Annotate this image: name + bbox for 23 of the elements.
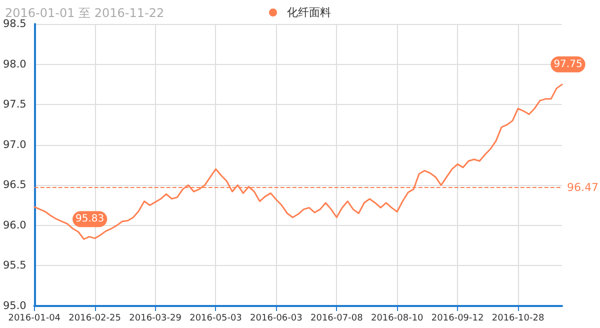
x-tick-label: 2016-06-03: [250, 314, 302, 324]
y-tick-label: 97.5: [2, 98, 26, 111]
x-tick-label: 2016-02-25: [68, 314, 121, 324]
y-tick-label: 98.0: [2, 58, 26, 70]
chart-title: 2016-01-01 至 2016-11-22: [5, 6, 164, 20]
x-tick-label: 2016-08-10: [370, 314, 424, 324]
line-series: [34, 84, 563, 240]
y-tick-label: 98.5: [2, 18, 26, 30]
x-tick-label: 2016-03-29: [129, 314, 182, 324]
y-tick-label: 97.0: [2, 138, 26, 151]
data-label: 97.75: [554, 58, 582, 70]
x-tick-label: 2016-07-08: [310, 314, 364, 324]
ref-line-label: 96.47: [567, 181, 598, 194]
legend-label: 化纤面料: [287, 6, 331, 19]
y-tick-label: 95.5: [2, 260, 26, 272]
x-tick-label: 2016-05-03: [190, 314, 242, 324]
x-tick-label: 2016-01-04: [8, 314, 61, 324]
x-tick-label: 2016-09-12: [431, 314, 484, 324]
y-tick-label: 96.5: [2, 179, 26, 192]
y-tick-label: 96.0: [2, 219, 26, 232]
x-tick-label: 2016-10-28: [492, 314, 544, 324]
y-tick-label: 95.0: [2, 300, 26, 312]
data-label: 95.83: [76, 214, 104, 225]
